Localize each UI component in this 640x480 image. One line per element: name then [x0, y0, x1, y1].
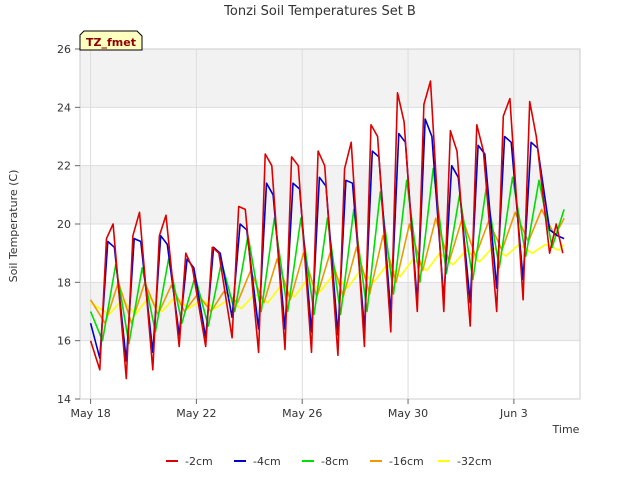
y-tick-label: 26 [57, 43, 71, 56]
legend-label: -32cm [457, 455, 492, 468]
station-badge-shape [79, 30, 143, 51]
plot-band [80, 49, 580, 108]
x-tick-label: May 22 [176, 407, 216, 420]
series-line-2cm [89, 80, 564, 380]
plot-band [80, 340, 580, 399]
y-tick-label: 16 [57, 335, 71, 348]
y-tick-label: 18 [57, 276, 71, 289]
y-tick-label: 20 [57, 218, 71, 231]
station-badge-label: TZ_fmet [86, 36, 136, 49]
x-tick-label: May 18 [70, 407, 110, 420]
legend-label: -16cm [389, 455, 424, 468]
x-tick-label: May 30 [388, 407, 428, 420]
legend-label: -4cm [253, 455, 281, 468]
series-layer [89, 80, 565, 380]
x-axis-ticks: May 18 May 22 May 26 May 30 Jun 3 [70, 399, 528, 420]
plot-band [80, 107, 580, 166]
legend: -2cm -4cm -8cm -16cm -32cm [166, 455, 492, 468]
y-tick-label: 24 [57, 101, 71, 114]
y-tick-label: 14 [57, 393, 71, 406]
y-axis-ticks: 14 16 18 20 22 24 26 [57, 43, 80, 406]
station-badge: TZ_fmet [79, 30, 143, 51]
y-axis-label: Soil Temperature (C) [7, 170, 20, 283]
legend-label: -2cm [185, 455, 213, 468]
y-tick-label: 22 [57, 160, 71, 173]
x-axis-label: Time [552, 423, 580, 436]
x-tick-label: Jun 3 [499, 407, 528, 420]
chart-title: Tonzi Soil Temperatures Set B [223, 4, 416, 19]
legend-label: -8cm [321, 455, 349, 468]
plot-band [80, 165, 580, 224]
x-tick-label: May 26 [282, 407, 322, 420]
